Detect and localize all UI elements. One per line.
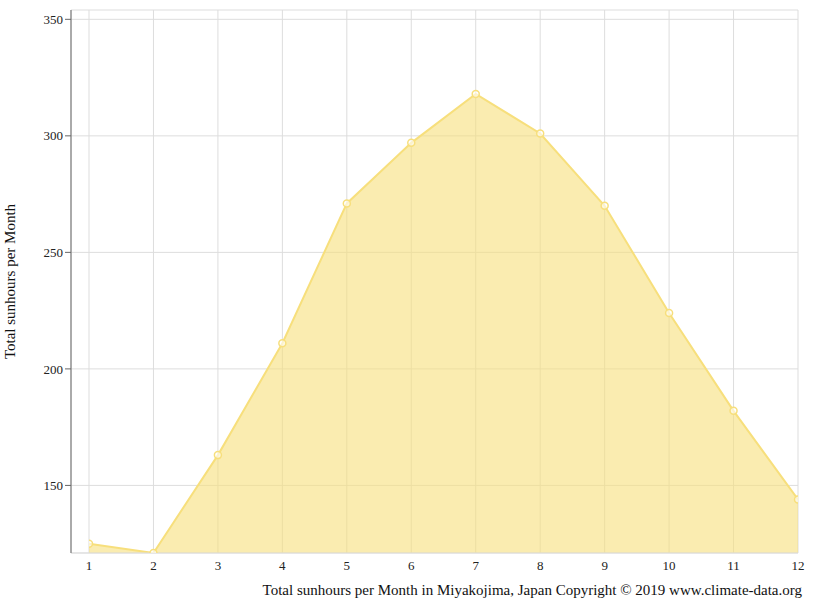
svg-text:9: 9 [601,558,608,573]
svg-text:250: 250 [44,245,64,260]
svg-text:350: 350 [44,12,64,27]
svg-text:150: 150 [44,478,64,493]
svg-text:12: 12 [792,558,805,573]
html-text:Total sunhours per Month in Mi: Total sunhours per Month in Miyakojima, … [262,582,802,598]
svg-text:4: 4 [279,558,286,573]
svg-text:Total sunhours per Month: Total sunhours per Month [8,203,18,359]
svg-text:8: 8 [537,558,544,573]
svg-text:7: 7 [472,558,479,573]
svg-text:200: 200 [44,362,64,377]
svg-text:10: 10 [663,558,676,573]
svg-text:11: 11 [727,558,740,573]
svg-text:300: 300 [44,128,64,143]
svg-text:3: 3 [215,558,222,573]
svg-text:1: 1 [86,558,93,573]
svg-text:2: 2 [150,558,157,573]
svg-text:5: 5 [344,558,351,573]
svg-text:6: 6 [408,558,415,573]
